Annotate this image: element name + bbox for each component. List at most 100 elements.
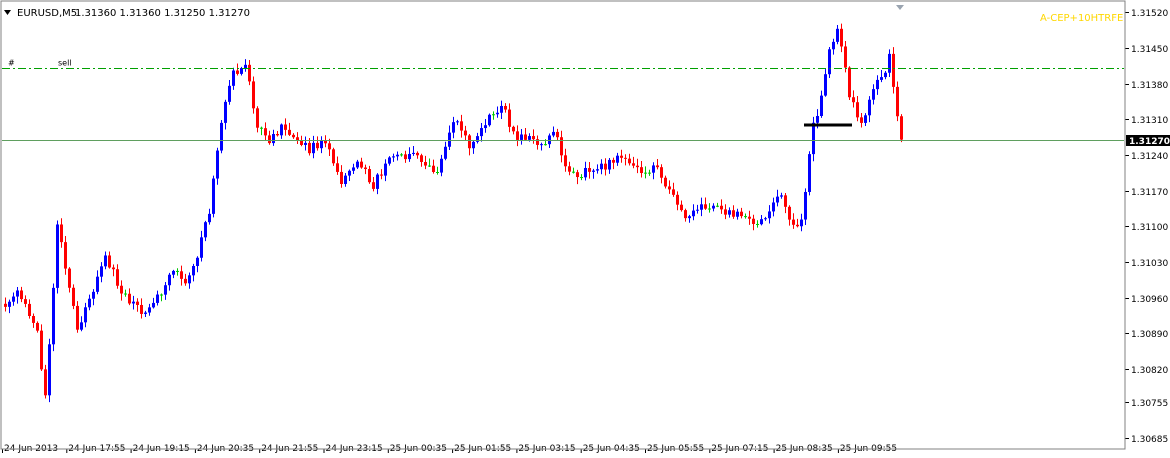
candle-body xyxy=(204,222,207,238)
candle-body xyxy=(356,161,359,168)
candle-body xyxy=(64,242,67,269)
price-tick-label: 1.31170 xyxy=(1131,188,1168,198)
candle-body xyxy=(548,135,551,145)
candle-body xyxy=(364,167,367,170)
candle-body xyxy=(300,140,303,145)
candle-body xyxy=(752,218,755,224)
candle-body xyxy=(284,124,287,130)
candle-body xyxy=(276,134,279,136)
candle-body xyxy=(124,293,127,295)
price-tick-label: 1.30960 xyxy=(1131,295,1168,305)
triangle-down-icon[interactable] xyxy=(4,10,11,15)
candle-body xyxy=(684,210,687,219)
candle-body xyxy=(188,275,191,284)
candle-body xyxy=(552,131,555,136)
candle-body xyxy=(428,165,431,167)
price-tick-label: 1.31310 xyxy=(1131,116,1168,126)
candle-body xyxy=(332,149,335,164)
candle-body xyxy=(696,209,699,211)
candle-body xyxy=(408,153,411,160)
candle-body xyxy=(556,131,559,138)
candle-body xyxy=(340,171,343,184)
candle-body xyxy=(784,195,787,207)
candle-body xyxy=(164,285,167,295)
candle-body xyxy=(68,268,71,288)
candle-body xyxy=(812,122,815,155)
candle-body xyxy=(88,298,91,308)
price-tick-label: 1.31100 xyxy=(1131,223,1168,233)
candle-body xyxy=(480,128,483,137)
candle-body xyxy=(112,267,115,270)
candle-body xyxy=(44,369,47,396)
candle-body xyxy=(72,287,75,306)
candle-body xyxy=(376,174,379,189)
candle-body xyxy=(108,255,111,268)
price-axis: 1.31520 1.31450 1.31380 1.31310 1.31240 1.311… xyxy=(1125,9,1168,445)
candle-body xyxy=(4,303,7,307)
price-badge-value: 1.31270 xyxy=(1129,137,1170,147)
candle-body xyxy=(144,312,147,314)
candle-body xyxy=(736,211,739,217)
candle-body xyxy=(584,167,587,178)
candle-body xyxy=(564,155,567,167)
candle-body xyxy=(160,294,163,296)
candle-body xyxy=(28,303,31,317)
candle-body xyxy=(656,165,659,168)
candle-body xyxy=(24,299,27,304)
candle-body xyxy=(396,154,399,157)
candle-body xyxy=(20,290,23,300)
candle-body xyxy=(600,163,603,170)
candle-body xyxy=(652,165,655,173)
candle-body xyxy=(520,134,523,140)
candle-body xyxy=(324,140,327,144)
candle-body xyxy=(220,122,223,151)
candle-body xyxy=(280,124,283,136)
candle-body xyxy=(472,141,475,149)
candle-body xyxy=(616,155,619,163)
candle-body xyxy=(704,204,707,209)
candle-body xyxy=(312,142,315,154)
candle-body xyxy=(432,165,435,172)
candle-body xyxy=(120,285,123,294)
order-ticket: # xyxy=(8,59,15,68)
candle-body xyxy=(372,182,375,189)
chart-shift-marker-icon[interactable] xyxy=(896,5,904,10)
candle-body xyxy=(228,85,231,102)
candle-body xyxy=(308,142,311,154)
candle-body xyxy=(792,219,795,225)
candle-body xyxy=(128,293,131,304)
candle-body xyxy=(816,115,819,123)
candle-body xyxy=(92,291,95,299)
candle-body xyxy=(380,174,383,176)
candle-body xyxy=(152,302,155,308)
candle-body xyxy=(344,175,347,184)
candle-body xyxy=(492,114,495,116)
candle-body xyxy=(264,128,267,136)
price-tick-label: 1.31030 xyxy=(1131,259,1168,269)
candle-body xyxy=(156,294,159,303)
candle-body xyxy=(436,171,439,173)
candle-body xyxy=(532,136,535,140)
candle-body xyxy=(872,89,875,100)
candles-layer xyxy=(4,23,903,403)
candle-body xyxy=(796,224,799,227)
candle-body xyxy=(772,202,775,212)
candle-body xyxy=(540,144,543,146)
candle-body xyxy=(876,79,879,90)
candle-body xyxy=(820,95,823,116)
candle-body xyxy=(196,257,199,266)
candle-body xyxy=(844,46,847,68)
candle-body xyxy=(712,205,715,209)
candle-body xyxy=(296,137,299,141)
candle-body xyxy=(628,158,631,164)
plot-frame xyxy=(0,0,1126,450)
candle-body xyxy=(468,135,471,149)
candle-body xyxy=(388,157,391,164)
candle-body xyxy=(732,210,735,217)
candle-body xyxy=(884,72,887,78)
candle-body xyxy=(756,223,759,225)
candle-body xyxy=(236,70,239,74)
